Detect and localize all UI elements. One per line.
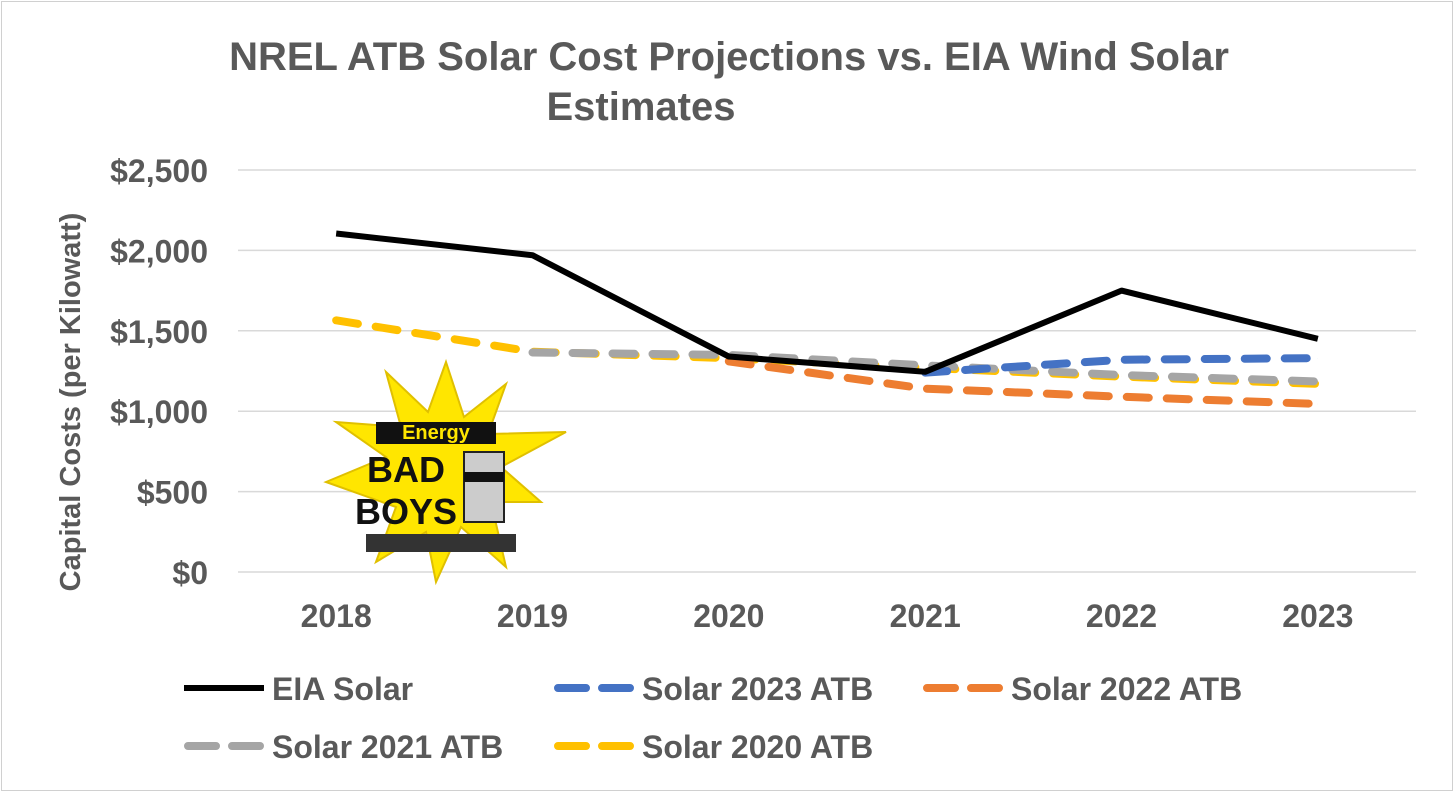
y-tick-label: $2,500 <box>110 153 208 189</box>
legend-label: EIA Solar <box>272 671 413 707</box>
y-tick-label: $500 <box>137 475 208 511</box>
x-tick-label: 2018 <box>301 598 372 634</box>
chart-title-line-2: Estimates <box>547 85 736 129</box>
chart-title-line-1: NREL ATB Solar Cost Projections vs. EIA … <box>229 35 1229 79</box>
x-tick-label: 2023 <box>1282 598 1353 634</box>
y-tick-label: $1,500 <box>110 314 208 350</box>
energy-bad-boys-logo: Energy BAD BOYS <box>326 362 566 582</box>
svg-text:BOYS: BOYS <box>355 491 457 532</box>
legend-label: Solar 2022 ATB <box>1011 671 1242 707</box>
y-tick-label: $0 <box>172 555 208 591</box>
x-tick-label: 2020 <box>693 598 764 634</box>
series-line-eia-solar <box>336 234 1318 372</box>
y-axis-label: Capital Costs (per Kilowatt) <box>55 213 87 592</box>
series-line-solar-2021-atb <box>533 353 1318 382</box>
svg-text:Energy: Energy <box>402 422 471 444</box>
x-tick-label: 2022 <box>1086 598 1157 634</box>
legend-label: Solar 2023 ATB <box>642 671 873 707</box>
x-tick-label: 2021 <box>890 598 961 634</box>
y-tick-label: $1,000 <box>110 394 208 430</box>
legend-label: Solar 2021 ATB <box>272 729 503 765</box>
x-tick-label: 2019 <box>497 598 568 634</box>
y-tick-label: $2,000 <box>110 233 208 269</box>
legend-label: Solar 2020 ATB <box>642 729 873 765</box>
series-line-solar-2023-atb <box>925 358 1318 372</box>
svg-text:BAD: BAD <box>367 449 445 490</box>
